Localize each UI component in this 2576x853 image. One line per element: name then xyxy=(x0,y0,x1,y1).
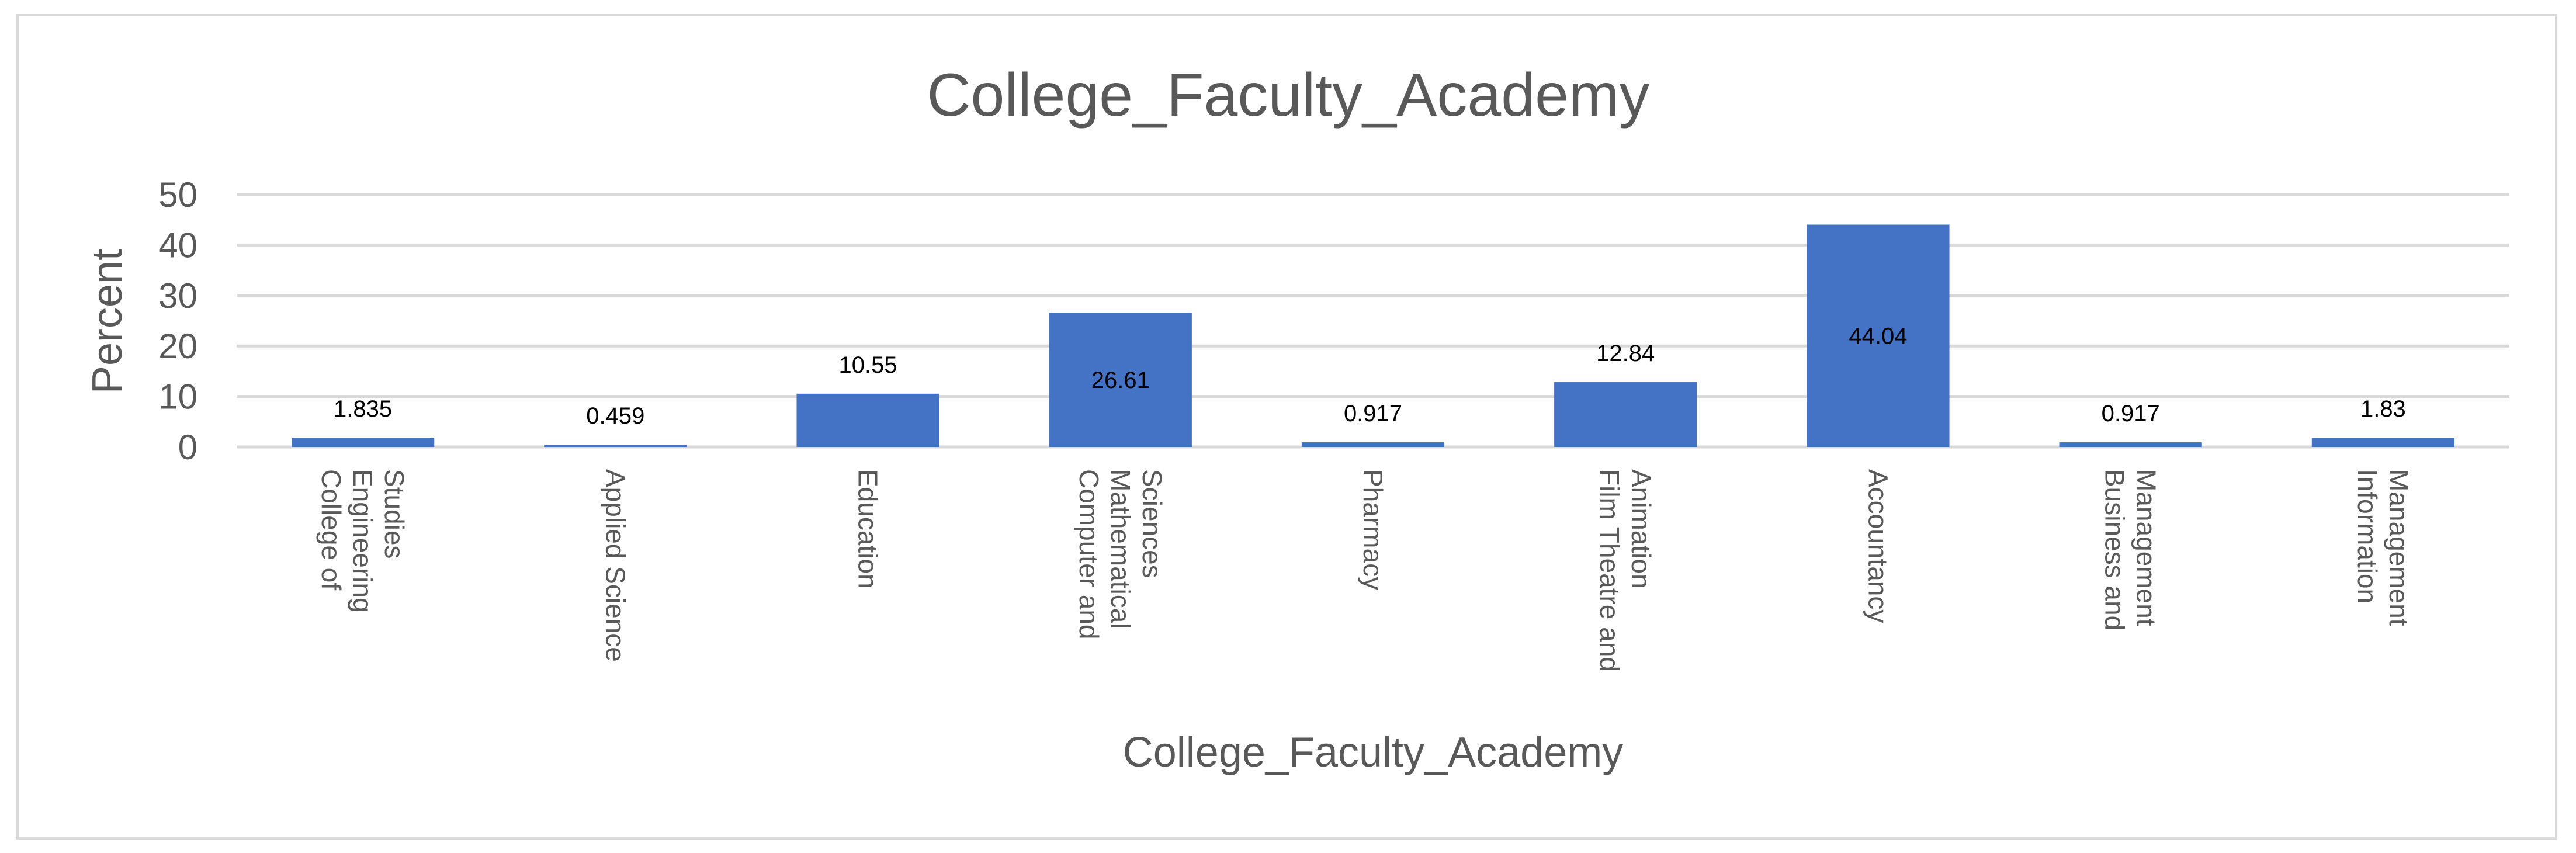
bar xyxy=(2059,442,2202,447)
bar xyxy=(2311,438,2454,447)
data-label: 0.459 xyxy=(586,403,644,429)
x-tick-label: Education xyxy=(853,469,883,589)
y-axis-title: Percent xyxy=(84,249,131,394)
x-tick-label: Applied Science xyxy=(600,469,630,662)
chart-frame xyxy=(16,14,2557,840)
x-tick-label: Information Management xyxy=(2352,469,2414,626)
data-label: 26.61 xyxy=(1091,367,1150,393)
x-tick-label-line: Management xyxy=(2384,469,2414,626)
x-tick-label: Pharmacy xyxy=(1358,469,1388,590)
data-label: 10.55 xyxy=(839,352,897,378)
x-tick-label-line: Computer and xyxy=(1074,469,1104,640)
data-label: 0.917 xyxy=(1344,401,1402,426)
bar xyxy=(1807,224,1950,447)
x-tick-label: Business and Management xyxy=(2100,469,2162,630)
y-tick-label: 40 xyxy=(158,226,197,265)
x-tick-label-line: College of xyxy=(316,469,346,590)
data-labels: 1.835 0.459 10.55 26.61 0.917 12.84 44.04 0.917… xyxy=(334,324,2406,429)
y-tick-label: 30 xyxy=(158,276,197,315)
y-tick-label: 20 xyxy=(158,327,197,366)
x-tick-label: Accountancy xyxy=(1863,469,1893,623)
x-tick-label: Computer and Mathematical Sciences xyxy=(1074,469,1167,640)
x-tick-label-line: Applied Science xyxy=(600,469,630,662)
x-tick-label-line: Pharmacy xyxy=(1358,469,1388,590)
x-axis-title: College_Faculty_Academy xyxy=(1123,729,1623,776)
x-tick-label-line: Information xyxy=(2352,469,2383,604)
bar xyxy=(1301,442,1445,447)
x-tick-label-line: Sciences xyxy=(1137,469,1167,578)
data-label: 0.917 xyxy=(2102,401,2160,426)
data-label: 44.04 xyxy=(1849,324,1907,349)
bar xyxy=(1049,313,1192,447)
x-axis-ticks: College of Engineering Studies Applied Scie… xyxy=(316,469,2414,672)
x-tick-label-line: Studies xyxy=(379,469,410,559)
x-tick-label-line: Education xyxy=(853,469,883,589)
x-tick-label-line: Animation xyxy=(1626,469,1656,589)
x-tick-label: Film Theatre and Animation xyxy=(1594,469,1656,672)
bar xyxy=(544,445,687,447)
x-tick-label-line: Engineering xyxy=(348,469,378,613)
data-label: 1.83 xyxy=(2360,396,2406,422)
data-label: 12.84 xyxy=(1596,341,1655,366)
bar xyxy=(1554,382,1697,447)
x-tick-label-line: Mathematical xyxy=(1105,469,1136,629)
bar xyxy=(292,438,435,447)
chart-title: College_Faculty_Academy xyxy=(927,61,1649,129)
data-label: 1.835 xyxy=(334,396,392,422)
y-tick-label: 10 xyxy=(158,377,197,417)
x-tick-label: College of Engineering Studies xyxy=(316,469,410,613)
x-tick-label-line: Accountancy xyxy=(1863,469,1893,623)
y-axis-ticks: 0 10 20 30 40 50 xyxy=(158,175,197,467)
x-tick-label-line: Film Theatre and xyxy=(1594,469,1625,672)
bars xyxy=(292,224,2454,447)
x-tick-label-line: Business and xyxy=(2100,469,2130,630)
bar xyxy=(796,393,939,447)
y-tick-label: 50 xyxy=(158,175,197,214)
y-tick-label: 0 xyxy=(178,428,197,467)
x-tick-label-line: Management xyxy=(2131,469,2162,626)
